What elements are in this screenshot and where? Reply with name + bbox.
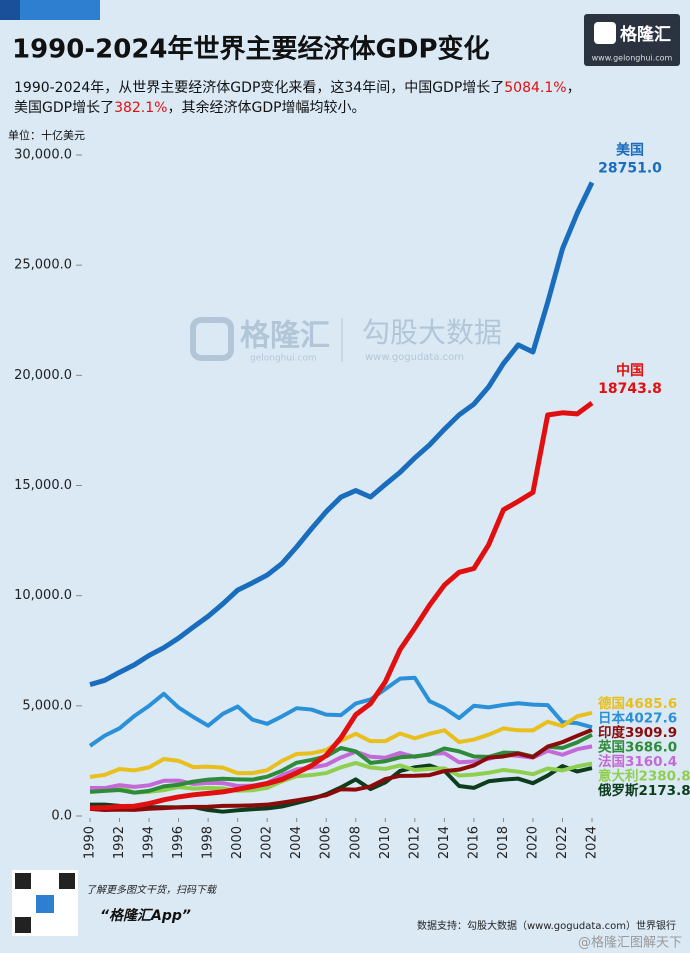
subtitle-highlight: 5084.1% [504,80,566,96]
watermark-partner: 勾股大数据 [362,316,502,349]
end-label: 意大利2380.8 [598,768,690,785]
x-tick-label: 2010 [378,826,393,859]
y-tick-label: 0.0 [51,809,72,824]
footer-source: 数据支持：勾股大数据（www.gogudata.com）世界银行 [417,919,676,932]
end-value-label: 2173.8 [639,783,690,799]
series-line [89,181,595,688]
watermark-brand-url: gelonghui.com [250,354,317,364]
series-line [89,400,594,811]
chart-title: 1990-2024年世界主要经济体GDP变化 [12,34,490,65]
legend-label: 法国 [598,753,625,770]
y-tick-label: 5,000.0 [22,698,72,713]
y-tick-label: 20,000.0 [14,368,72,383]
x-tick-label: 2014 [437,826,452,859]
footer-promo: 了解更多图文干货，扫码下载 [86,884,218,896]
watermark-partner-url: www.gogudata.com [365,352,464,363]
y-axis-label: 单位：十亿美元 [8,128,85,142]
legend-label: 意大利 [598,768,639,785]
end-value-label: 28751.0 [598,161,662,177]
series-line [89,727,593,813]
subtitle-part: 1990-2024年，从世界主要经济体GDP变化来看，这34年间，中国GDP增长… [14,79,504,96]
y-tick-label: 10,000.0 [14,588,72,603]
subtitle: 美国GDP增长了382.1%，其余经济体GDP增幅均较小。 [14,99,366,116]
x-tick-label: 2022 [555,826,570,859]
series-line [88,675,593,748]
end-value-label: 3909.9 [625,725,677,741]
watermark-icon [190,317,234,361]
y-tick-label: 15,000.0 [14,478,72,493]
end-value-label: 2380.8 [639,769,690,785]
logo-text: 格隆汇 [620,24,671,45]
x-tick-label: 2006 [319,826,334,859]
end-value-label: 18743.8 [598,381,662,397]
legend-label: 中国 [616,362,644,379]
series-line [89,733,593,795]
y-tick-label: 25,000.0 [14,258,72,273]
x-tick-label: 1996 [171,826,186,859]
x-tick-label: 2020 [525,826,540,859]
end-label: 法国3160.4 [598,753,677,770]
end-value-label: 4685.6 [625,696,677,712]
end-label: 俄罗斯2173.8 [597,782,690,799]
x-tick-label: 2018 [496,826,511,859]
x-tick-label: 2002 [260,826,275,859]
x-tick-label: 2024 [585,826,600,859]
subtitle: 1990-2024年，从世界主要经济体GDP变化来看，这34年间，中国GDP增长… [14,79,581,96]
end-label: 英国3686.0 [597,739,677,756]
y-tick-label: 30,000.0 [14,148,72,163]
x-tick-label: 1998 [201,826,216,859]
legend-label: 俄罗斯 [597,782,639,799]
qr-logo [36,895,54,913]
footer-handle: @格隆汇图解天下 [578,935,682,951]
subtitle-part: 美国GDP增长了 [14,100,114,116]
x-tick-label: 2008 [348,826,363,859]
qr-block [59,873,75,889]
watermark: 格隆汇 gelonghui.com 勾股大数据 www.gogudata.com [190,316,502,364]
footer-app: “格隆汇App” [100,907,191,924]
end-label: 德国4685.6 [598,695,677,712]
series-line [89,760,593,795]
end-value-label: 3686.0 [625,740,677,756]
end-value-label: 4027.6 [625,711,677,727]
x-tick-label: 1990 [83,826,98,859]
end-label: 日本4027.6 [598,710,677,727]
end-value-label: 3160.4 [625,754,677,770]
decor-bar [0,0,100,20]
qr-block [15,917,31,933]
subtitle-part: ，其余经济体GDP增幅均较小。 [167,99,365,116]
x-tick-label: 2004 [289,826,304,859]
legend-label: 印度 [598,724,626,741]
x-tick-label: 2012 [407,826,422,859]
x-tick-label: 2000 [230,826,245,859]
watermark-brand: 格隆汇 [240,319,330,354]
subtitle-highlight: 382.1% [114,100,167,116]
legend-label: 英国 [597,739,625,756]
subtitle-part: ， [567,80,581,96]
x-tick-label: 1994 [142,826,157,859]
decor-bar [0,0,20,20]
legend-label: 日本 [598,710,626,727]
qr-block [15,873,31,889]
legend-label: 德国 [598,695,625,712]
legend-label: 美国 [616,142,644,159]
x-tick-label: 2016 [466,826,481,859]
end-label: 印度3909.9 [598,724,677,741]
x-tick-label: 1992 [112,826,127,859]
qr-code [12,870,78,936]
logo-url: www.gelonghui.com [592,54,673,63]
logo-icon [594,22,616,44]
